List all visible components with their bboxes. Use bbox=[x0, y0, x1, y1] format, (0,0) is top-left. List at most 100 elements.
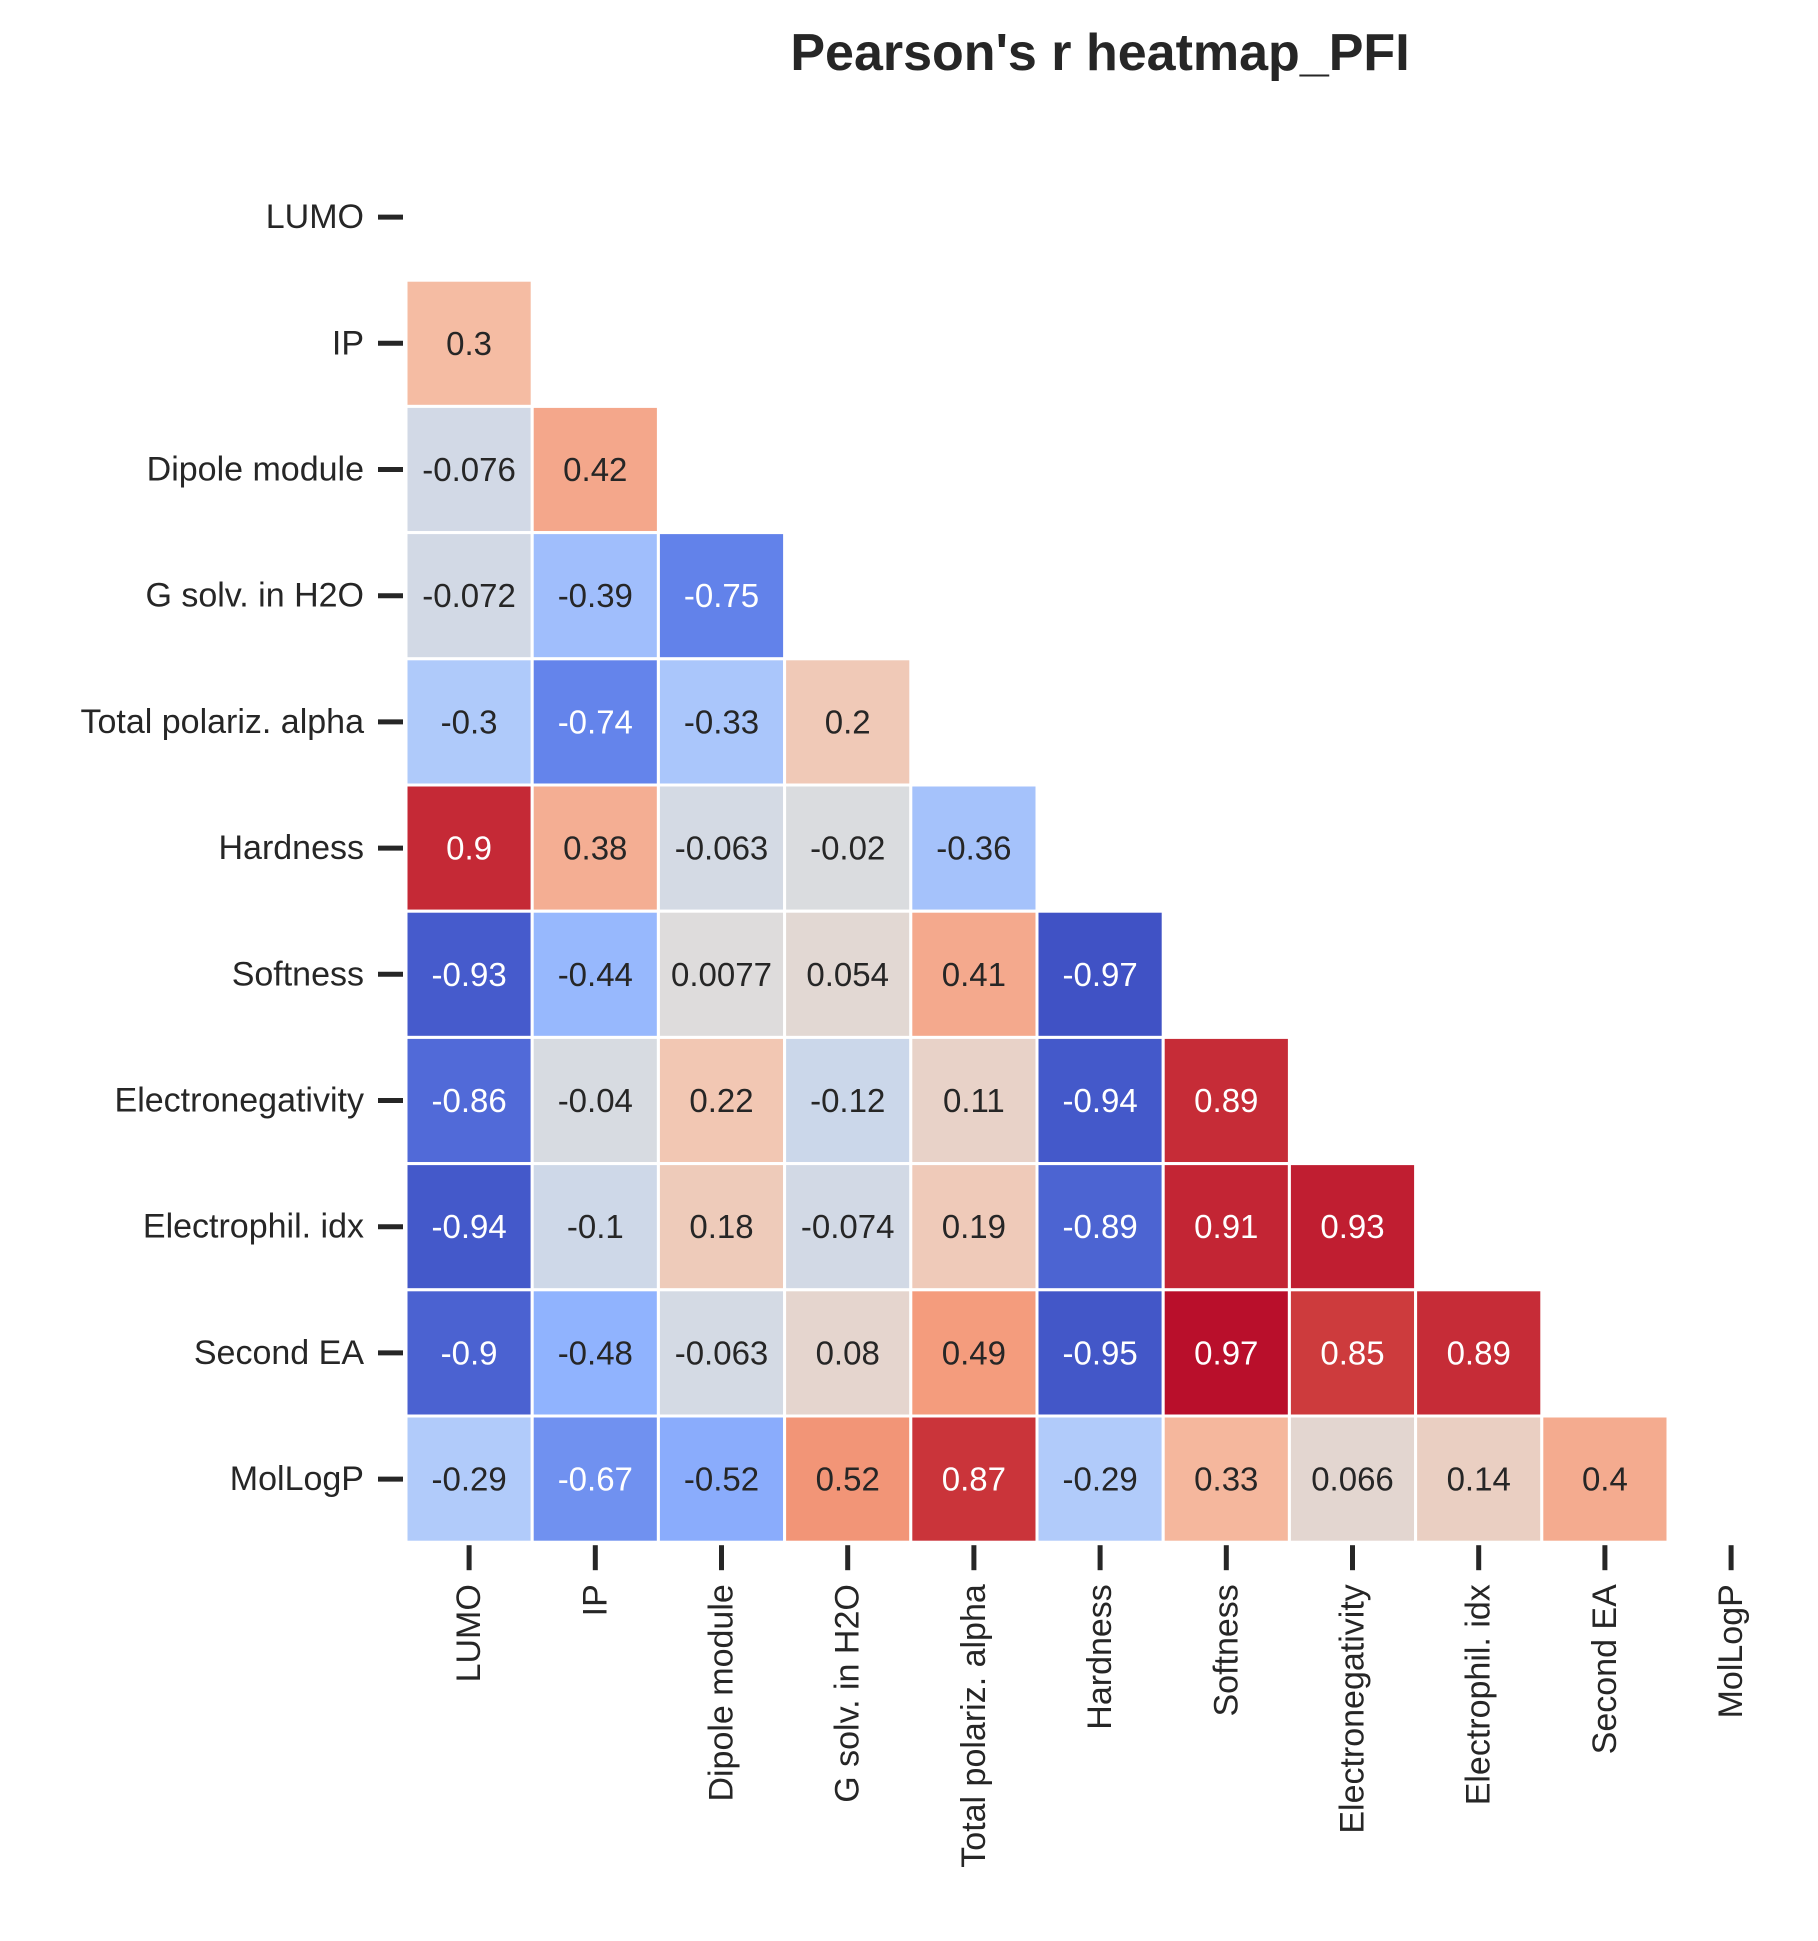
heatmap-cell-softness-dipole-module bbox=[656, 909, 787, 1039]
heatmap-cell-electronegativity-total-polariz-alpha bbox=[909, 1035, 1039, 1166]
cell-label-second-ea-g-solv-in-h2o: 0.08 bbox=[816, 1334, 880, 1371]
cell-label-mollogp-electronegativity: 0.066 bbox=[1311, 1461, 1394, 1498]
cell-label-second-ea-ip: -0.48 bbox=[558, 1334, 633, 1371]
chart-title: Pearson's r heatmap_PFI bbox=[790, 24, 1409, 82]
heatmap-cell-total-polariz-alpha-ip bbox=[530, 657, 660, 787]
x-tick-label-mollogp: MolLogP bbox=[1712, 1584, 1750, 1718]
x-tick-label-lumo: LUMO bbox=[450, 1584, 488, 1682]
heatmap-cell-electrophil-idx-ip bbox=[530, 1162, 660, 1292]
y-tick-label-hardness: Hardness bbox=[218, 829, 364, 867]
heatmap-cell-mollogp-electronegativity bbox=[1287, 1414, 1418, 1544]
heatmap-cell-electronegativity-dipole-module bbox=[656, 1035, 787, 1166]
heatmap-cell-total-polariz-alpha-dipole-module bbox=[656, 657, 787, 787]
cell-label-hardness-total-polariz-alpha: -0.36 bbox=[936, 830, 1011, 867]
heatmap-cell-second-ea-electrophil-idx bbox=[1414, 1288, 1544, 1418]
cell-label-mollogp-ip: -0.67 bbox=[558, 1461, 633, 1498]
cell-label-mollogp-hardness: -0.29 bbox=[1062, 1461, 1137, 1498]
cell-label-electronegativity-total-polariz-alpha: 0.11 bbox=[943, 1082, 1005, 1119]
cell-label-electronegativity-hardness: -0.94 bbox=[1062, 1082, 1137, 1119]
heatmap-cell-mollogp-ip bbox=[530, 1414, 660, 1544]
cell-label-hardness-g-solv-in-h2o: -0.02 bbox=[810, 830, 885, 867]
heatmap-cell-electronegativity-lumo bbox=[404, 1035, 534, 1166]
cell-label-softness-dipole-module: 0.0077 bbox=[671, 956, 772, 993]
heatmap-cell-total-polariz-alpha-g-solv-in-h2o bbox=[783, 657, 913, 787]
heatmap-cell-electrophil-idx-lumo bbox=[404, 1162, 534, 1292]
cell-label-softness-lumo: -0.93 bbox=[431, 956, 506, 993]
cell-label-mollogp-second-ea: 0.4 bbox=[1582, 1461, 1628, 1498]
cell-label-total-polariz-alpha-lumo: -0.3 bbox=[441, 703, 498, 740]
heatmap-cell-second-ea-softness bbox=[1161, 1288, 1291, 1418]
cell-label-second-ea-electrophil-idx: 0.89 bbox=[1447, 1334, 1511, 1371]
cell-label-mollogp-g-solv-in-h2o: 0.52 bbox=[816, 1461, 880, 1498]
x-tick-label-electrophil-idx: Electrophil. idx bbox=[1460, 1584, 1498, 1805]
cell-label-electrophil-idx-lumo: -0.94 bbox=[431, 1208, 506, 1245]
cell-label-total-polariz-alpha-g-solv-in-h2o: 0.2 bbox=[825, 703, 871, 740]
x-tick-label-electronegativity: Electronegativity bbox=[1334, 1584, 1372, 1833]
heatmap-cell-mollogp-total-polariz-alpha bbox=[909, 1414, 1039, 1544]
y-tick-label-electrophil-idx: Electrophil. idx bbox=[143, 1208, 364, 1246]
heatmap-cell-softness-lumo bbox=[404, 909, 534, 1039]
x-tick-label-g-solv-in-h2o: G solv. in H2O bbox=[829, 1584, 867, 1803]
heatmap-cell-electronegativity-g-solv-in-h2o bbox=[783, 1035, 913, 1166]
y-tick-label-g-solv-in-h2o: G solv. in H2O bbox=[145, 577, 364, 615]
heatmap-cell-hardness-g-solv-in-h2o bbox=[783, 783, 913, 913]
heatmap-cell-second-ea-total-polariz-alpha bbox=[909, 1288, 1039, 1418]
y-tick-label-lumo: LUMO bbox=[266, 198, 364, 236]
x-tick-label-softness: Softness bbox=[1207, 1584, 1245, 1716]
heatmap-cell-second-ea-electronegativity bbox=[1287, 1288, 1418, 1418]
heatmap-cell-ip-lumo bbox=[404, 278, 534, 408]
cell-label-electrophil-idx-softness: 0.91 bbox=[1194, 1208, 1258, 1245]
heatmap-cell-electrophil-idx-dipole-module bbox=[656, 1162, 787, 1292]
cell-label-second-ea-lumo: -0.9 bbox=[441, 1334, 498, 1371]
heatmap-cells bbox=[404, 278, 1670, 1544]
cell-label-hardness-ip: 0.38 bbox=[563, 830, 627, 867]
heatmap-cell-hardness-total-polariz-alpha bbox=[909, 783, 1039, 913]
y-tick-label-dipole-module: Dipole module bbox=[147, 451, 364, 489]
y-tick-label-mollogp: MolLogP bbox=[230, 1460, 364, 1498]
cell-label-second-ea-total-polariz-alpha: 0.49 bbox=[942, 1334, 1006, 1371]
heatmap-cell-mollogp-lumo bbox=[404, 1414, 534, 1544]
cell-label-electrophil-idx-g-solv-in-h2o: -0.074 bbox=[801, 1208, 895, 1245]
cell-label-softness-ip: -0.44 bbox=[558, 956, 633, 993]
heatmap-cell-second-ea-dipole-module bbox=[656, 1288, 787, 1418]
heatmap-cell-electronegativity-softness bbox=[1161, 1035, 1291, 1166]
y-tick-label-total-polariz-alpha: Total polariz. alpha bbox=[80, 703, 364, 741]
x-tick-label-second-ea: Second EA bbox=[1586, 1584, 1624, 1754]
heatmap-cell-mollogp-dipole-module bbox=[656, 1414, 787, 1544]
heatmap-cell-softness-g-solv-in-h2o bbox=[783, 909, 913, 1039]
heatmap-cell-dipole-module-lumo bbox=[404, 404, 534, 535]
cell-label-mollogp-total-polariz-alpha: 0.87 bbox=[942, 1461, 1006, 1498]
cell-label-softness-g-solv-in-h2o: 0.054 bbox=[806, 956, 889, 993]
heatmap-cell-mollogp-electrophil-idx bbox=[1414, 1414, 1544, 1544]
cell-label-ip-lumo: 0.3 bbox=[446, 325, 492, 362]
heatmap-cell-mollogp-hardness bbox=[1035, 1414, 1165, 1544]
cell-label-second-ea-softness: 0.97 bbox=[1194, 1334, 1258, 1371]
cell-label-electronegativity-ip: -0.04 bbox=[558, 1082, 633, 1119]
x-tick-label-hardness: Hardness bbox=[1081, 1584, 1119, 1730]
cell-label-dipole-module-lumo: -0.076 bbox=[422, 451, 516, 488]
heatmap-cell-hardness-ip bbox=[530, 783, 660, 913]
heatmap-cell-electrophil-idx-electronegativity bbox=[1287, 1162, 1418, 1292]
heatmap-cell-mollogp-softness bbox=[1161, 1414, 1291, 1544]
cell-label-softness-total-polariz-alpha: 0.41 bbox=[942, 956, 1006, 993]
y-tick-label-second-ea: Second EA bbox=[194, 1334, 364, 1372]
x-axis: LUMO IP Dipole module G solv. in H2O Total p… bbox=[450, 1545, 1750, 1868]
cell-label-second-ea-electronegativity: 0.85 bbox=[1320, 1334, 1384, 1371]
heatmap-cell-mollogp-g-solv-in-h2o bbox=[783, 1414, 913, 1544]
cell-label-g-solv-in-h2o-ip: -0.39 bbox=[558, 577, 633, 614]
cell-label-electrophil-idx-electronegativity: 0.93 bbox=[1320, 1208, 1384, 1245]
cell-label-softness-hardness: -0.97 bbox=[1062, 956, 1137, 993]
cell-label-g-solv-in-h2o-lumo: -0.072 bbox=[422, 577, 516, 614]
cell-label-total-polariz-alpha-ip: -0.74 bbox=[558, 703, 633, 740]
cell-label-electronegativity-g-solv-in-h2o: -0.12 bbox=[810, 1082, 885, 1119]
cell-label-electronegativity-dipole-module: 0.22 bbox=[689, 1082, 753, 1119]
cell-label-dipole-module-ip: 0.42 bbox=[563, 451, 627, 488]
heatmap-cell-softness-hardness bbox=[1035, 909, 1165, 1039]
cell-label-g-solv-in-h2o-dipole-module: -0.75 bbox=[684, 577, 759, 614]
cell-label-mollogp-electrophil-idx: 0.14 bbox=[1447, 1461, 1511, 1498]
cell-label-electronegativity-lumo: -0.86 bbox=[431, 1082, 506, 1119]
cell-label-total-polariz-alpha-dipole-module: -0.33 bbox=[684, 703, 759, 740]
cell-label-electrophil-idx-hardness: -0.89 bbox=[1062, 1208, 1137, 1245]
